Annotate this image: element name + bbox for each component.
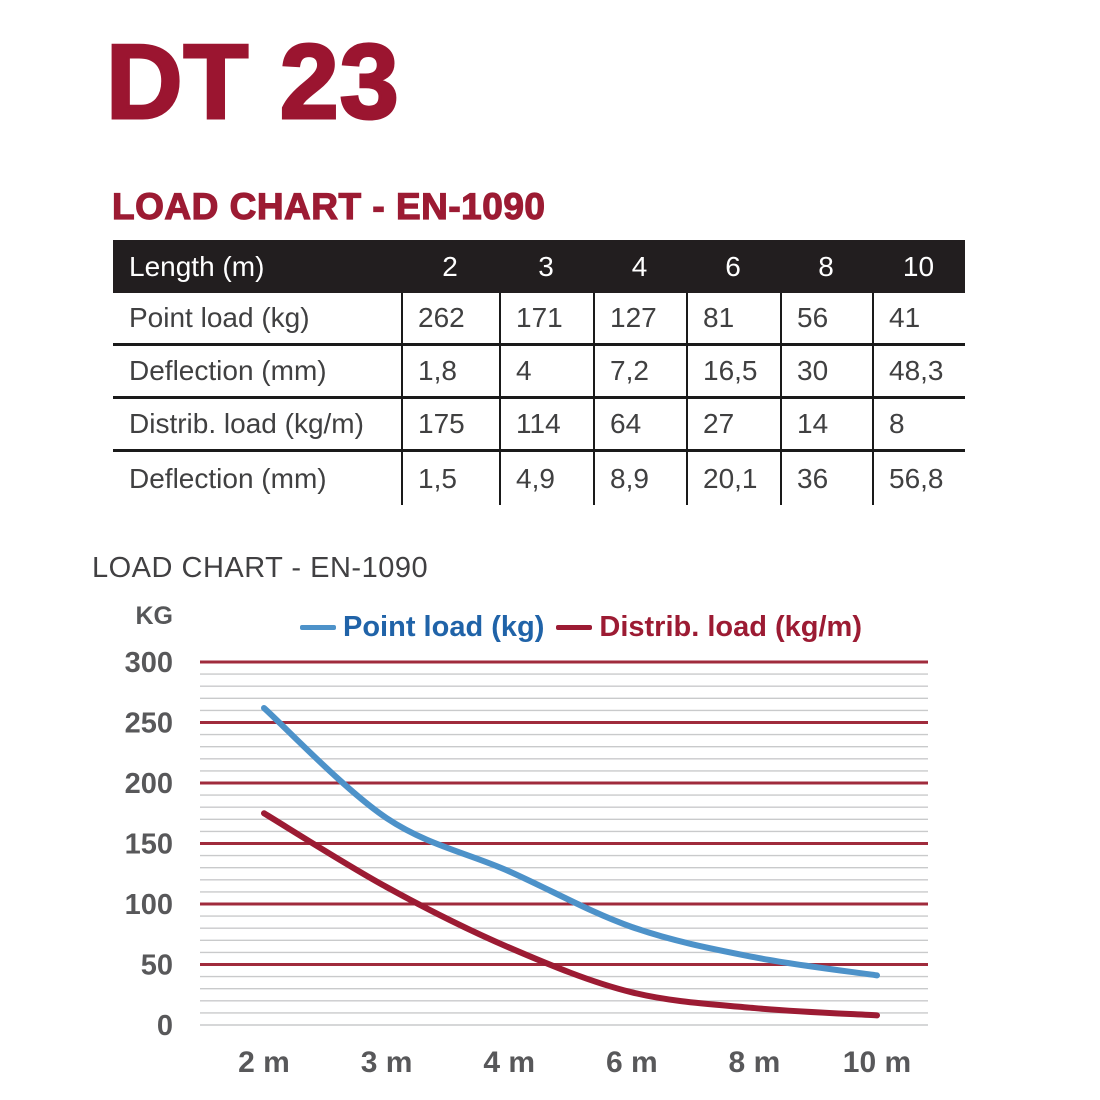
table-cell: 27 [686,399,780,449]
table-row: Deflection (mm) 1,8 4 7,2 16,5 30 48,3 [113,346,965,399]
table-cell: 10 [902,250,935,282]
table-cell: 36 [780,452,872,505]
distrib-load-legend-label: Distrib. load (kg/m) [599,610,863,643]
table-row-label: Point load (kg) [129,302,310,333]
distrib-load-line [261,810,880,1019]
distrib-load-legend-dash-icon [556,624,593,630]
table-cell: 8 [818,250,834,282]
table-cell: 7,2 [593,346,686,396]
table-cell: 56 [780,293,872,343]
table-cell: 3 [538,250,554,282]
table-cell: 262 [401,293,499,343]
load-chart-heading: LOAD CHART - EN-1090 [111,185,546,227]
y-axis-unit-label: KG [135,602,174,630]
table-row: Distrib. load (kg/m) 175 114 64 27 14 8 [113,399,965,452]
table-cell: 81 [686,293,780,343]
table-cell: 64 [593,399,686,449]
page-title: DT 23 [105,22,401,141]
table-cell: 20,1 [686,452,780,505]
load-table: Length (m) 2 3 4 6 8 10 Point load (kg) 262 171 12… [113,240,965,505]
table-cell: 171 [499,293,593,343]
table-row-label: Deflection (mm) [129,355,327,386]
table-cell: 56,8 [872,452,965,505]
table-row-label: Length (m) [129,250,265,282]
table-cell: 127 [593,293,686,343]
table-cell: 16,5 [686,346,780,396]
table-cell: 2 [442,250,458,282]
table-cell: 4 [631,250,648,282]
table-cell: 30 [780,346,872,396]
y-tick-label: 50 [141,950,173,982]
y-tick-label: 200 [125,768,173,800]
table-cell: 8,9 [593,452,686,505]
table-row: Point load (kg) 262 171 127 81 56 41 [113,293,965,346]
y-tick-label: 250 [125,708,173,740]
table-cell: 4 [499,346,593,396]
load-chart-svg: 0 50 100 150 200 250 300 2 m 3 m 4 m 6 m 8 m 10 m [125,647,928,1079]
table-cell: 48,3 [872,346,965,396]
table-header-row: Length (m) 2 3 4 6 8 10 [113,240,965,293]
table-row-label: Distrib. load (kg/m) [129,408,364,439]
y-tick-label: 300 [125,647,173,679]
y-tick-label: 150 [125,829,173,861]
x-tick-label: 6 m [606,1046,658,1079]
table-cell: 41 [872,293,965,343]
chart-title: LOAD CHART - EN-1090 [92,552,429,584]
table-cell: 8 [872,399,965,449]
y-tick-label: 0 [157,1010,173,1042]
x-tick-label: 2 m [238,1046,290,1079]
x-tick-label: 10 m [843,1046,911,1079]
point-load-line [261,704,880,979]
table-cell: 6 [725,250,741,282]
point-load-legend-dash-icon [300,624,336,630]
table-cell: 114 [499,399,593,449]
table-cell: 1,5 [401,452,499,505]
x-tick-label: 3 m [361,1046,413,1079]
chart-legend: Point load (kg) Distrib. load (kg/m) [300,608,862,646]
x-tick-label: 4 m [483,1046,535,1079]
table-row: Deflection (mm) 1,5 4,9 8,9 20,1 36 56,8 [113,452,965,505]
table-cell: 175 [401,399,499,449]
table-cell: 1,8 [401,346,499,396]
table-cell: 4,9 [499,452,593,505]
point-load-legend-label: Point load (kg) [343,610,545,643]
y-tick-label: 100 [125,889,173,921]
table-row-label: Deflection (mm) [129,462,327,494]
x-tick-label: 8 m [729,1046,781,1079]
table-cell: 14 [780,399,872,449]
